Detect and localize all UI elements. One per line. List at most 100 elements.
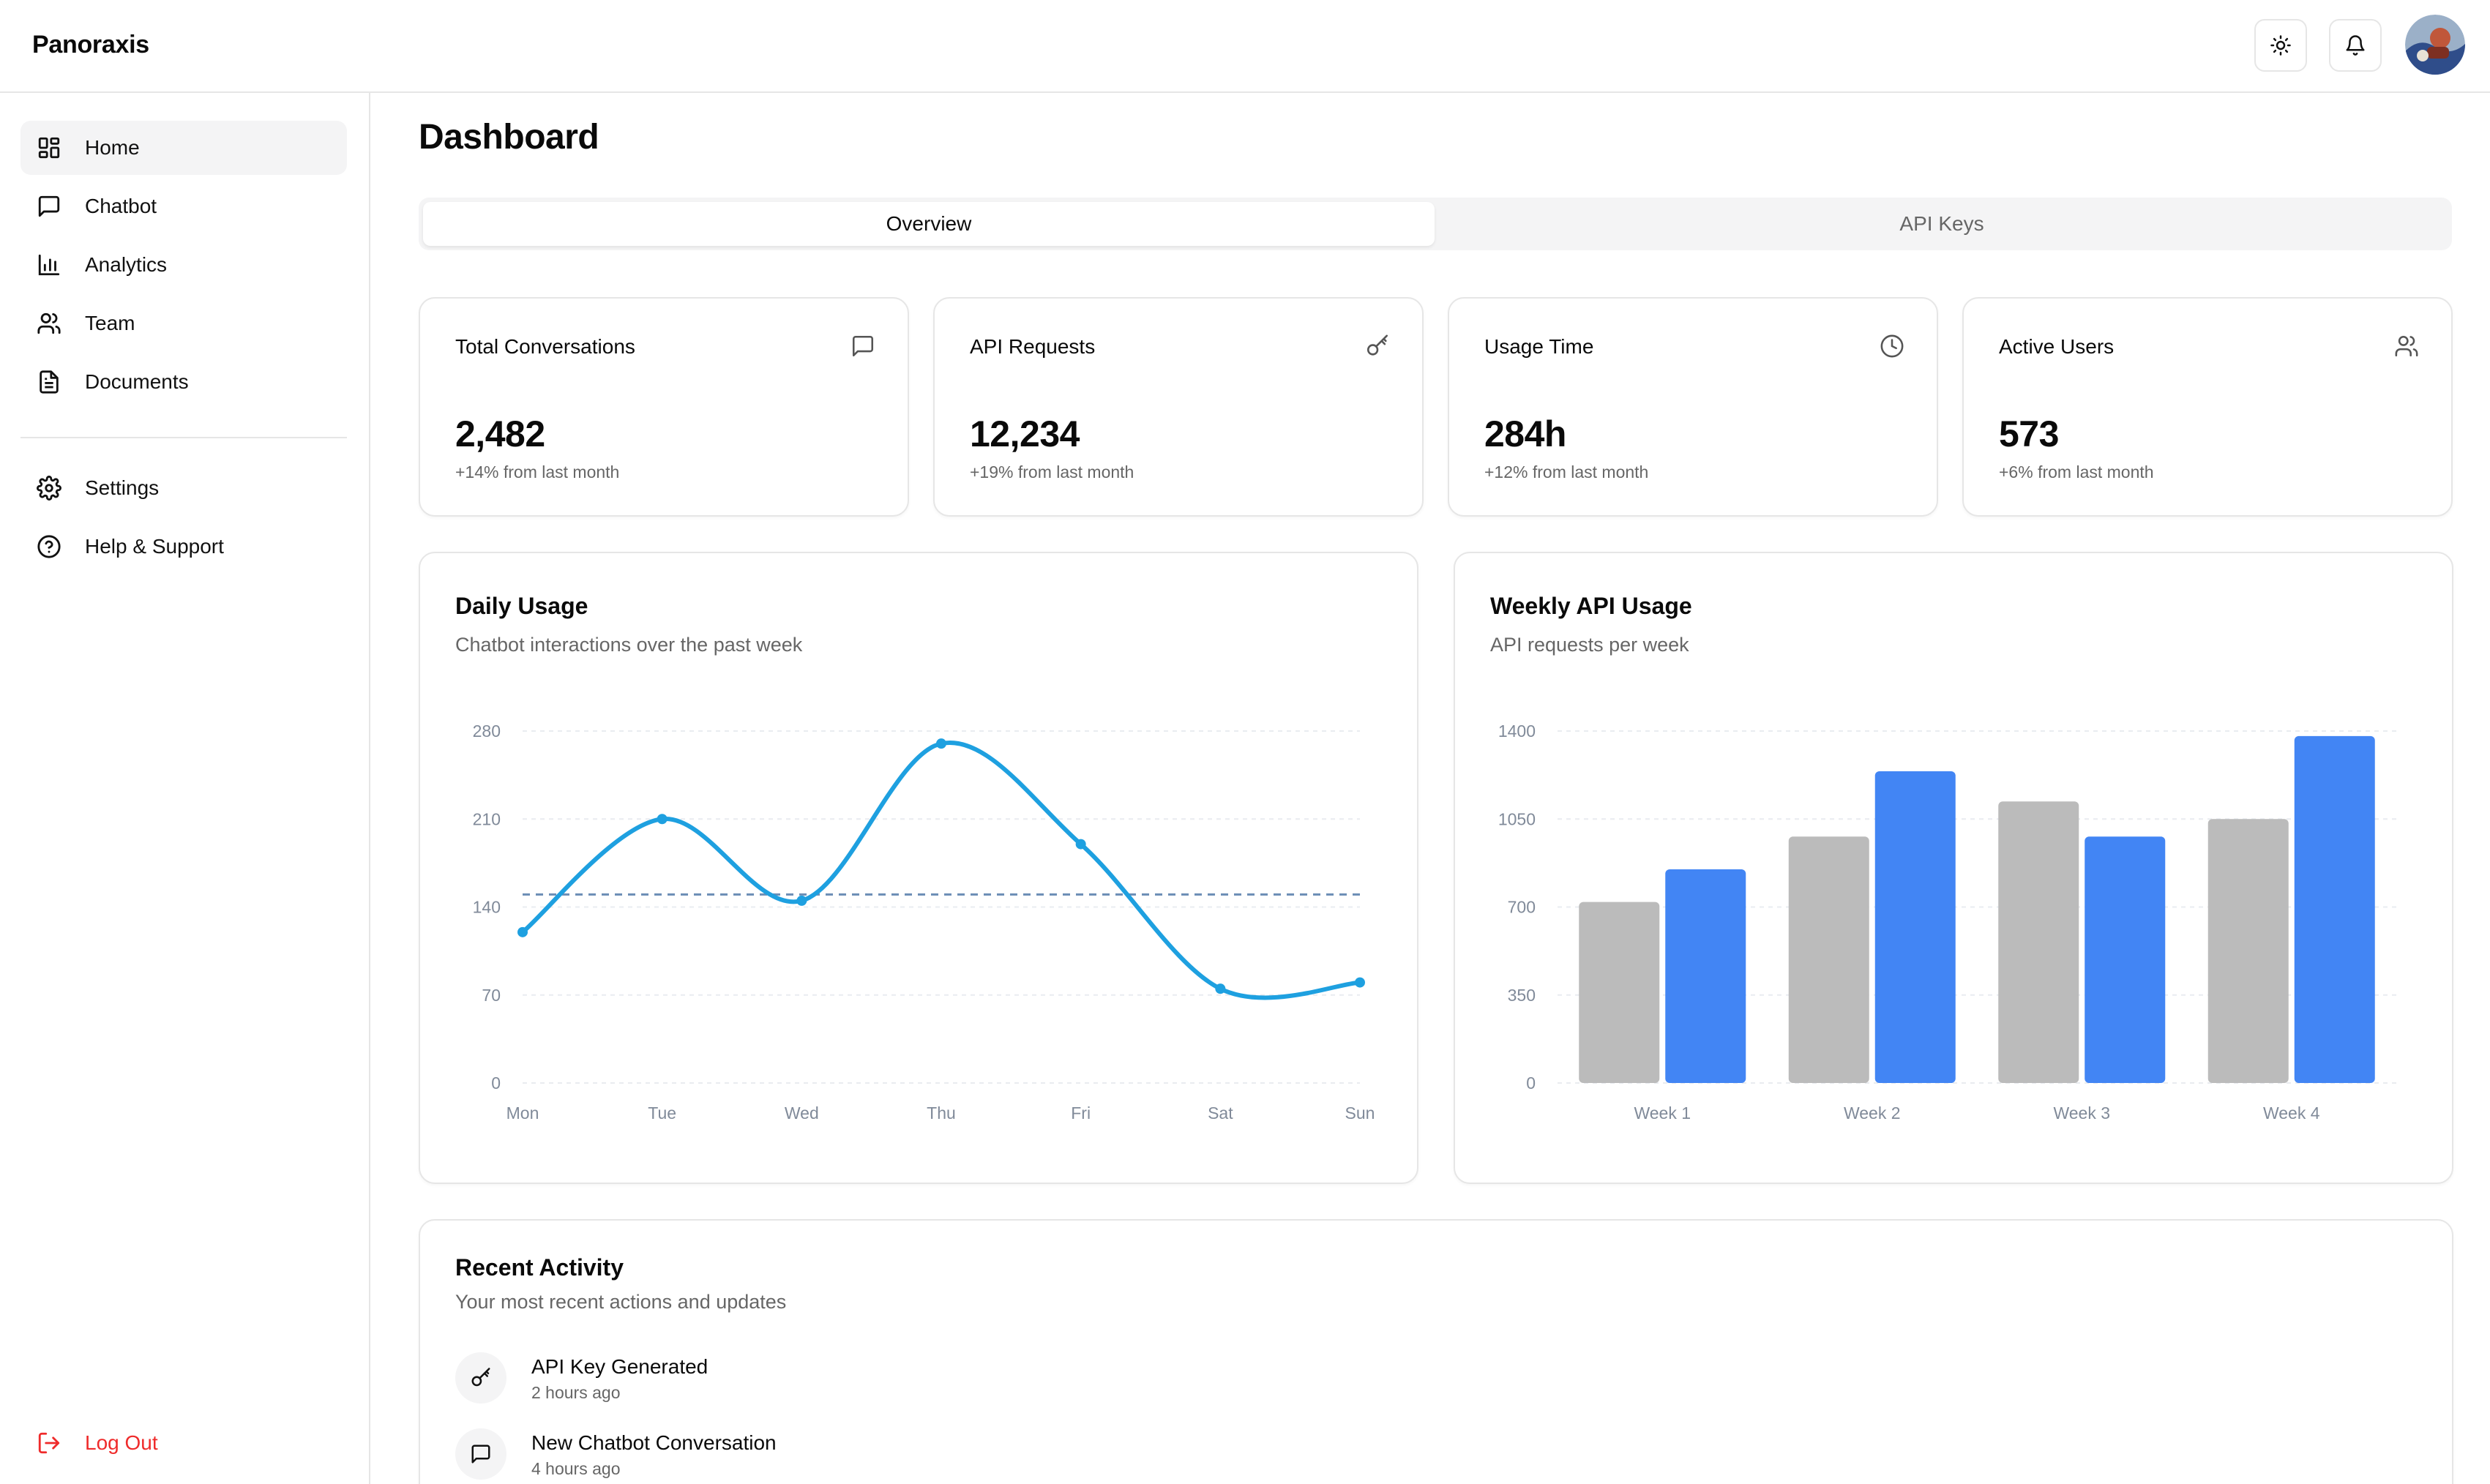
sidebar-item-label: Analytics (85, 253, 168, 276)
data-point (1075, 839, 1086, 850)
recent-activity-card: Recent Activity Your most recent actions… (419, 1219, 2453, 1484)
chart-title: Daily Usage (455, 593, 588, 619)
activity-item[interactable]: New Chatbot Conversation 4 hours ago (455, 1428, 1041, 1484)
top-bar: Panoraxis (0, 0, 2490, 93)
brand-name[interactable]: Panoraxis (32, 31, 149, 59)
data-point (657, 814, 668, 825)
stat-change: +19% from last month (970, 462, 1134, 481)
y-tick-label: 280 (473, 722, 501, 741)
logout-label: Log Out (85, 1431, 158, 1454)
y-tick-label: 350 (1508, 986, 1536, 1005)
clock-icon (1880, 334, 1904, 358)
bar (1665, 869, 1746, 1083)
sidebar-item-home[interactable]: Home (20, 121, 347, 175)
tab-overview[interactable]: Overview (423, 202, 1435, 246)
data-point (1215, 983, 1226, 994)
weekly-api-usage-chart: 0 350 700 1050 1400 Week 1 Week 2 Week 3 Week 4 (1498, 722, 2396, 1123)
sidebar-item-settings[interactable]: Settings (20, 461, 347, 515)
sidebar-item-label: Team (85, 312, 135, 334)
message-square-icon (38, 195, 60, 217)
y-tick-label: 700 (1508, 898, 1536, 917)
gear-icon (37, 476, 61, 501)
sidebar-item-chatbot[interactable]: Chatbot (20, 179, 347, 233)
sidebar-item-documents[interactable]: Documents (20, 355, 347, 409)
page-title: Dashboard (419, 118, 599, 157)
key-icon (471, 1368, 490, 1387)
theme-toggle-button[interactable] (2254, 19, 2307, 72)
bar (2294, 735, 2375, 1083)
sidebar-item-help[interactable]: Help & Support (20, 520, 347, 574)
activity-icon (455, 1428, 506, 1480)
chart-subtitle: API requests per week (1490, 634, 1689, 656)
bar (1874, 771, 1956, 1083)
bar (1788, 836, 1869, 1083)
stat-title: Active Users (1999, 335, 2115, 358)
bar (1579, 902, 1660, 1083)
message-square-icon (852, 335, 874, 357)
sidebar-item-label: Home (85, 136, 140, 159)
sidebar-item-label: Documents (85, 370, 189, 393)
y-tick-label: 0 (1526, 1073, 1536, 1093)
message-square-icon (471, 1444, 490, 1464)
bar (2207, 819, 2289, 1083)
sidebar-item-team[interactable]: Team (20, 296, 347, 351)
activity-item[interactable]: API Key Generated 2 hours ago (455, 1352, 1041, 1411)
x-tick-label: Week 4 (2263, 1103, 2320, 1123)
sidebar-item-analytics[interactable]: Analytics (20, 238, 347, 292)
x-tick-label: Mon (506, 1103, 539, 1123)
bar (2085, 836, 2166, 1083)
logout-button[interactable]: Log Out (20, 1416, 347, 1470)
y-tick-label: 210 (473, 809, 501, 828)
stat-card-usage-time: Usage Time 284h +12% from last month (1448, 297, 1938, 517)
sidebar-divider (20, 437, 347, 438)
sidebar-item-label: Help & Support (85, 535, 224, 558)
key-icon (1366, 334, 1388, 356)
activity-name: New Chatbot Conversation (531, 1431, 777, 1454)
stat-change: +14% from last month (455, 462, 620, 481)
chart-subtitle: Chatbot interactions over the past week (455, 634, 803, 656)
x-tick-label: Week 1 (1634, 1103, 1691, 1123)
bar (1998, 801, 2079, 1083)
grid-icon (38, 137, 60, 159)
x-tick-label: Tue (648, 1103, 676, 1123)
activity-icon (455, 1352, 506, 1404)
stat-change: +6% from last month (1999, 462, 2154, 481)
stat-card-api-requests: API Requests 12,234 +19% from last month (933, 297, 1424, 517)
stat-value: 573 (1999, 413, 2059, 454)
log-out-icon (38, 1432, 60, 1454)
sidebar-item-label: Chatbot (85, 195, 157, 217)
bell-icon (2346, 35, 2365, 56)
avatar[interactable] (2405, 15, 2465, 75)
weekly-api-usage-card: Weekly API Usage API requests per week 0… (1454, 552, 2453, 1184)
sidebar: Home Chatbot Analytics Team Documents Se… (0, 93, 370, 1484)
data-point (1355, 977, 1365, 988)
activity-title: Recent Activity (455, 1254, 624, 1281)
sun-icon (2270, 35, 2291, 56)
bar-chart-icon (38, 254, 60, 276)
users-icon (2395, 335, 2418, 357)
series-line (520, 740, 1362, 1000)
notifications-button[interactable] (2329, 19, 2382, 72)
y-tick-label: 0 (491, 1073, 501, 1093)
y-tick-label: 70 (482, 986, 501, 1005)
activity-time: 4 hours ago (531, 1459, 621, 1478)
tab-api-keys[interactable]: API Keys (1899, 212, 1984, 235)
x-tick-label: Fri (1071, 1103, 1091, 1123)
x-tick-label: Sat (1208, 1103, 1233, 1123)
x-tick-label: Thu (927, 1103, 956, 1123)
stat-title: API Requests (970, 335, 1096, 358)
x-tick-label: Week 3 (2053, 1103, 2110, 1123)
x-tick-label: Week 2 (1844, 1103, 1901, 1123)
data-point (796, 895, 807, 906)
chart-title: Weekly API Usage (1490, 593, 1692, 619)
stat-value: 12,234 (970, 413, 1080, 454)
stat-change: +12% from last month (1484, 462, 1649, 481)
data-point (936, 738, 946, 749)
activity-name: API Key Generated (531, 1355, 709, 1378)
stat-value: 284h (1484, 413, 1566, 454)
daily-usage-chart: 0 70 140 210 280 Mon Tue Wed Thu Fri Sat Sun (473, 722, 1375, 1123)
y-tick-label: 1400 (1498, 722, 1536, 741)
tab-bar: Overview API Keys (419, 198, 2452, 250)
stat-card-active-users: Active Users 573 +6% from last month (1962, 297, 2453, 517)
sidebar-item-label: Settings (85, 476, 160, 499)
